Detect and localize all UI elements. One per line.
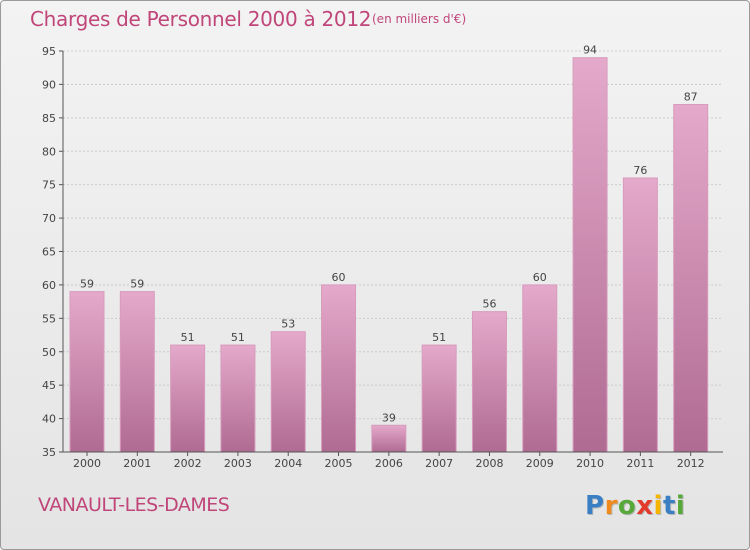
logo-letter: o xyxy=(617,491,637,521)
x-tick-label: 2007 xyxy=(425,457,453,470)
y-tick-label: 90 xyxy=(42,78,56,91)
logo-letter: r xyxy=(604,491,618,521)
x-tick-label: 2009 xyxy=(526,457,554,470)
value-label: 53 xyxy=(281,318,295,331)
x-tick-label: 2004 xyxy=(274,457,302,470)
y-tick-label: 75 xyxy=(42,179,56,192)
bar-2009 xyxy=(522,284,558,453)
value-label: 76 xyxy=(633,164,647,177)
x-tick-label: 2003 xyxy=(224,457,252,470)
y-tick-label: 35 xyxy=(42,446,56,459)
bar-2000 xyxy=(69,291,105,453)
logo-letter: x xyxy=(636,491,654,521)
y-tick-label: 85 xyxy=(42,112,56,125)
logo-letter: P xyxy=(585,491,605,521)
value-label: 56 xyxy=(482,298,496,311)
y-tick-label: 70 xyxy=(42,212,56,225)
value-label: 60 xyxy=(533,271,547,284)
value-label: 60 xyxy=(332,271,346,284)
chart-title: Charges de Personnel 2000 à 2012 xyxy=(30,7,372,31)
bar-2011 xyxy=(622,177,658,453)
bar-2003 xyxy=(220,344,256,453)
bar-2006 xyxy=(371,424,407,453)
value-label: 94 xyxy=(583,44,597,57)
y-tick-label: 50 xyxy=(42,346,56,359)
x-tick-label: 2000 xyxy=(73,457,101,470)
value-label: 51 xyxy=(181,331,195,344)
y-tick-label: 40 xyxy=(42,413,56,426)
bar-2001 xyxy=(119,291,155,453)
x-tick-label: 2012 xyxy=(677,457,705,470)
y-tick-label: 95 xyxy=(42,45,56,58)
value-label: 87 xyxy=(684,90,698,103)
value-label: 51 xyxy=(432,331,446,344)
x-tick-label: 2005 xyxy=(325,457,353,470)
logo-letter: i xyxy=(653,491,663,521)
chart-subtitle: (en milliers d'€) xyxy=(372,12,467,26)
y-tick-label: 65 xyxy=(42,246,56,259)
y-tick-label: 60 xyxy=(42,279,56,292)
y-tick-label: 80 xyxy=(42,145,56,158)
bar-2010 xyxy=(572,57,608,453)
value-label: 51 xyxy=(231,331,245,344)
bars: 59 59 51 51 53 60 39 51 56 60 94 76 87 xyxy=(69,44,709,453)
proxiti-logo: Proxiti xyxy=(585,491,685,521)
value-label: 59 xyxy=(80,278,94,291)
logo-letter: t xyxy=(662,491,676,521)
y-tick-label: 45 xyxy=(42,379,56,392)
value-label: 59 xyxy=(130,278,144,291)
bar-2012 xyxy=(673,103,709,453)
x-tick-label: 2001 xyxy=(123,457,151,470)
value-label: 39 xyxy=(382,411,396,424)
axes: 35 40 45 50 55 60 65 70 75 80 85 90 95 2000 2001 2002 20… xyxy=(42,45,723,470)
bar-2002 xyxy=(170,344,206,453)
x-tick-label: 2006 xyxy=(375,457,403,470)
y-tick-label: 55 xyxy=(42,312,56,325)
x-tick-label: 2002 xyxy=(174,457,202,470)
x-tick-label: 2010 xyxy=(576,457,604,470)
logo-letter: i xyxy=(675,491,686,521)
bar-2005 xyxy=(321,284,357,453)
bar-2007 xyxy=(421,344,457,453)
x-tick-label: 2011 xyxy=(626,457,654,470)
x-tick-label: 2008 xyxy=(475,457,503,470)
commune-name: VANAULT-LES-DAMES xyxy=(38,494,230,516)
bar-2004 xyxy=(270,331,306,453)
bar-2008 xyxy=(471,311,507,453)
